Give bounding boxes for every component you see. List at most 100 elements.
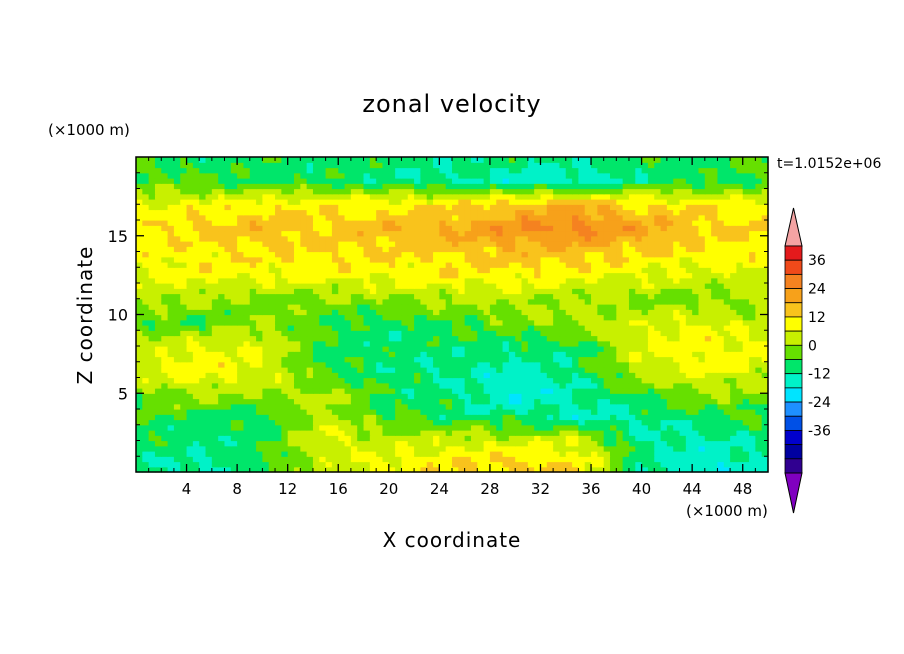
heatmap-cell [395,377,403,384]
heatmap-cell [142,451,150,457]
heatmap-cell [186,435,194,442]
heatmap-cell [685,424,693,431]
heatmap-cell [249,361,257,368]
heatmap-cell [496,272,504,279]
heatmap-cell [704,267,712,274]
heatmap-cell [736,388,744,394]
heatmap-cell [414,220,421,226]
heatmap-cell [584,398,592,405]
heatmap-cell [420,272,428,279]
heatmap-cell [534,382,542,389]
heatmap-cell [584,214,592,221]
heatmap-cell [597,430,605,436]
heatmap-cell [711,304,719,310]
heatmap-cell [546,214,554,221]
heatmap-cell [388,388,396,394]
heatmap-cell [382,293,390,300]
heatmap-cell [369,356,377,363]
heatmap-cell [546,424,554,431]
heatmap-cell [622,414,630,421]
heatmap-cell [154,246,162,253]
heatmap-cell [395,346,403,352]
heatmap-cell [685,361,693,368]
heatmap-cell [350,440,358,447]
heatmap-cell [281,398,289,405]
heatmap-cell [167,414,175,421]
heatmap-cell [508,283,516,289]
heatmap-cell [426,277,434,284]
heatmap-cell [414,335,421,342]
heatmap-cell [376,346,384,352]
heatmap-cell [692,445,700,452]
heatmap-cell [489,288,497,295]
heatmap-cell [654,340,662,347]
heatmap-cell [673,309,681,316]
heatmap-cell [546,325,554,331]
heatmap-cell [540,382,548,389]
heatmap-cell [243,435,251,442]
heatmap-cell [357,246,365,253]
heatmap-cell [591,367,598,373]
heatmap-cell [559,403,567,410]
heatmap-cell [268,225,276,232]
heatmap-cell [755,403,763,410]
heatmap-cell [540,461,548,468]
heatmap-cell [647,330,655,337]
heatmap-cell [268,466,276,473]
heatmap-cell [742,372,750,379]
heatmap-cell [616,398,624,405]
heatmap-cell [603,367,611,373]
heatmap-cell [496,361,504,368]
heatmap-cell [673,424,681,431]
heatmap-cell [540,330,548,337]
heatmap-cell [483,256,491,263]
heatmap-cell [730,319,737,326]
heatmap-cell [761,456,769,463]
heatmap-cell [192,451,200,457]
heatmap-cell [136,293,143,300]
heatmap-cell [654,403,662,410]
heatmap-cell [698,393,706,400]
heatmap-cell [755,214,763,221]
heatmap-cell [464,272,472,279]
heatmap-cell [243,340,251,347]
heatmap-cell [521,382,529,389]
heatmap-cell [603,220,611,226]
heatmap-cell [673,293,681,300]
heatmap-cell [717,435,725,442]
heatmap-cell [698,319,706,326]
heatmap-cell [666,319,674,326]
heatmap-cell [211,235,219,242]
heatmap-cell [584,225,592,232]
heatmap-cell [426,235,434,242]
heatmap-cell [420,403,428,410]
heatmap-cell [502,351,510,358]
heatmap-cell [180,403,188,410]
heatmap-cell [534,456,542,463]
chart-title: zonal velocity [362,90,541,118]
heatmap-cell [584,393,592,400]
heatmap-cell [420,377,428,384]
heatmap-cell [477,256,485,263]
heatmap-cell [395,330,403,337]
heatmap-cell [452,272,459,279]
heatmap-cell [464,403,472,410]
heatmap-cell [470,346,478,352]
heatmap-cell [458,283,466,289]
heatmap-cell [256,309,263,316]
heatmap-cell [243,267,251,274]
heatmap-cell [262,304,270,310]
heatmap-cell [382,272,390,279]
heatmap-cell [445,225,453,232]
heatmap-cell [540,435,548,442]
heatmap-cell [382,214,390,221]
heatmap-cell [167,461,175,468]
heatmap-cell [685,435,693,442]
heatmap-cell [319,298,327,305]
heatmap-cell [534,445,542,452]
heatmap-cell [597,298,605,305]
heatmap-cell [584,424,592,431]
heatmap-cell [458,214,466,221]
heatmap-cell [673,430,681,436]
heatmap-cell [407,251,415,258]
